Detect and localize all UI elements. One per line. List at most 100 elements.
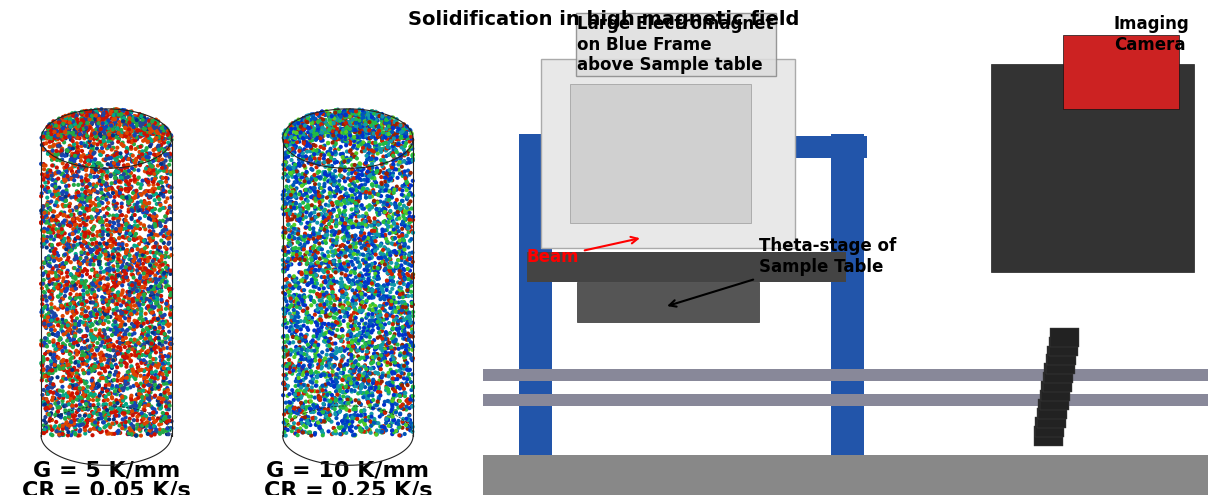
Point: [126, 145, 145, 153]
Point: [298, 318, 318, 326]
Point: [362, 280, 382, 288]
Point: [342, 118, 361, 126]
Point: [399, 280, 418, 288]
Point: [323, 231, 342, 239]
Point: [34, 232, 53, 240]
Point: [93, 119, 112, 127]
Point: [355, 284, 374, 292]
Point: [294, 337, 313, 345]
Point: [307, 348, 326, 356]
Point: [66, 125, 86, 133]
Point: [323, 305, 342, 313]
Point: [97, 400, 116, 408]
Point: [331, 193, 350, 201]
Point: [54, 172, 74, 180]
Point: [395, 392, 414, 400]
Point: [343, 106, 362, 114]
Point: [284, 362, 303, 370]
Point: [120, 110, 139, 118]
Point: [362, 410, 382, 418]
Point: [105, 324, 124, 332]
Point: [397, 336, 417, 344]
Point: [91, 306, 110, 314]
Point: [362, 107, 382, 115]
Point: [129, 385, 149, 393]
Point: [365, 234, 384, 242]
Point: [70, 299, 89, 307]
Point: [43, 123, 63, 131]
Point: [42, 290, 62, 298]
Point: [337, 154, 356, 162]
Point: [377, 185, 396, 193]
Point: [288, 425, 307, 433]
Point: [155, 167, 174, 175]
Point: [284, 245, 303, 252]
Point: [80, 427, 99, 435]
Point: [47, 272, 66, 280]
Point: [289, 349, 308, 357]
Point: [320, 189, 339, 197]
Point: [377, 116, 396, 124]
Point: [112, 211, 132, 219]
Point: [329, 252, 348, 260]
Point: [118, 430, 138, 438]
Point: [290, 151, 309, 159]
Point: [33, 374, 52, 382]
Point: [336, 137, 355, 145]
Point: [109, 332, 128, 340]
Point: [76, 332, 95, 340]
Point: [158, 419, 178, 427]
Point: [122, 164, 141, 172]
Point: [393, 129, 412, 137]
Point: [285, 278, 304, 286]
Point: [310, 175, 330, 183]
Point: [159, 402, 179, 410]
Point: [144, 227, 163, 235]
Point: [283, 274, 302, 282]
Point: [87, 406, 106, 414]
Point: [364, 153, 383, 161]
Point: [60, 321, 80, 329]
Point: [152, 134, 172, 142]
Point: [286, 367, 306, 375]
Point: [297, 133, 316, 141]
Point: [352, 121, 371, 129]
Point: [43, 337, 63, 345]
Point: [337, 131, 356, 139]
Point: [362, 108, 382, 116]
Point: [115, 194, 134, 201]
Point: [338, 128, 358, 136]
Point: [338, 230, 358, 238]
Point: [390, 268, 410, 276]
Point: [48, 131, 68, 139]
Point: [364, 148, 383, 155]
Point: [76, 184, 95, 192]
Point: [284, 164, 303, 172]
Point: [48, 168, 68, 176]
Point: [376, 409, 395, 417]
Point: [53, 124, 72, 132]
Point: [60, 142, 80, 149]
Point: [347, 378, 366, 386]
Point: [86, 304, 105, 312]
Point: [308, 109, 327, 117]
Point: [98, 152, 117, 160]
Point: [51, 297, 70, 305]
Point: [378, 246, 397, 253]
Point: [325, 189, 344, 197]
Point: [384, 293, 403, 301]
Point: [77, 139, 97, 147]
Point: [370, 262, 389, 270]
Point: [360, 126, 379, 134]
Point: [316, 230, 336, 238]
Point: [91, 231, 110, 239]
Point: [284, 283, 303, 291]
Point: [89, 217, 109, 225]
Point: [362, 240, 382, 248]
Point: [134, 295, 153, 302]
Point: [76, 388, 95, 396]
Point: [143, 257, 162, 265]
Point: [114, 396, 133, 403]
Point: [360, 147, 379, 154]
Point: [364, 376, 383, 384]
